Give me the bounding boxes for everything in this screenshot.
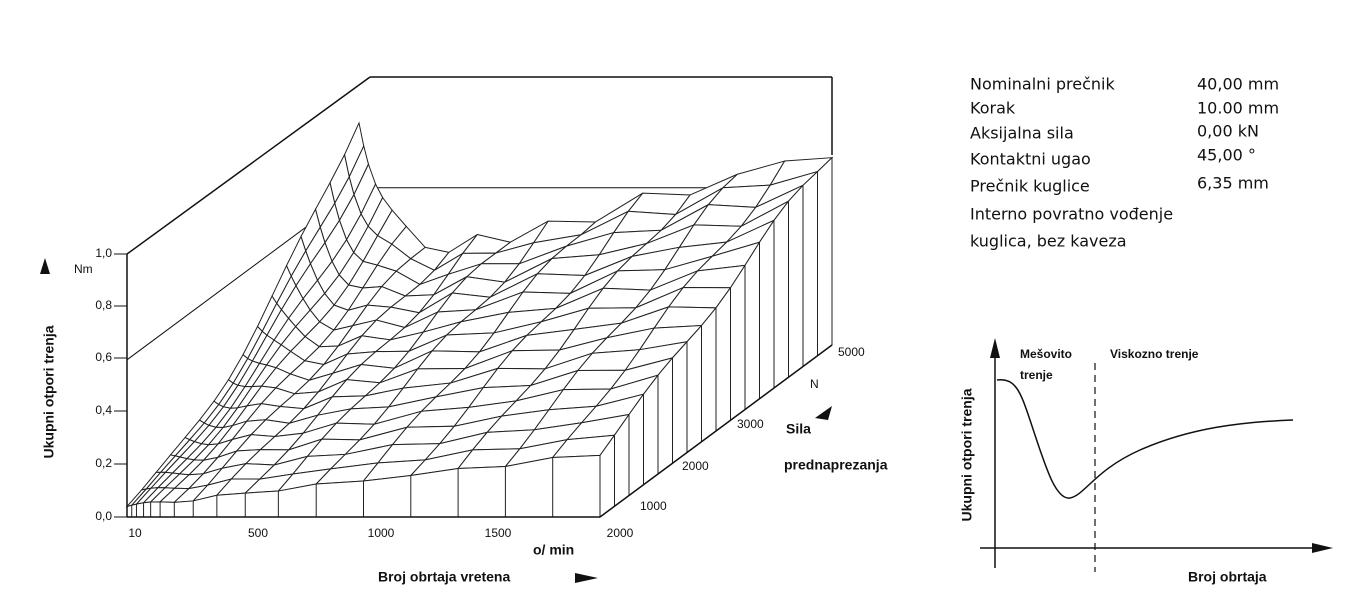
y-tick-label: 0,0 bbox=[95, 509, 112, 523]
param-note: Interno povratno vođenje bbox=[970, 205, 1173, 224]
y-unit: Nm bbox=[74, 262, 93, 276]
param-label: Korak bbox=[970, 99, 1016, 118]
region-label: Viskozno trenje bbox=[1110, 347, 1199, 361]
x-tick-label: 500 bbox=[248, 526, 268, 540]
depth-tick-label: 3000 bbox=[737, 417, 764, 431]
depth-tick-label: 5000 bbox=[838, 345, 865, 359]
box-frame bbox=[126, 76, 833, 518]
x-arrow bbox=[575, 573, 598, 583]
param-label: Kontaktni ugao bbox=[970, 150, 1091, 169]
y-axis-label: Ukupni otpori trenja bbox=[41, 325, 57, 458]
x-tick-label: 1500 bbox=[485, 526, 512, 540]
y-ticks: 0,0 0,2 0,4 0,6 0,8 1,0 bbox=[95, 246, 112, 523]
param-label: Aksijalna sila bbox=[970, 124, 1074, 143]
depth-axis-label: prednaprezanja bbox=[784, 457, 888, 473]
depth-unit: N bbox=[810, 377, 819, 391]
y-tick-label: 0,2 bbox=[95, 456, 112, 470]
region-label: Mešovito bbox=[1020, 347, 1072, 361]
y-tick-label: 0,6 bbox=[95, 350, 112, 364]
depth-ticks: 1000 2000 3000 5000 bbox=[640, 345, 865, 513]
param-value: 10.00 mm bbox=[1197, 99, 1279, 118]
parameters: Nominalni prečnik 40,00 mm Korak 10.00 m… bbox=[970, 75, 1279, 251]
x-axis-label: Broj obrtaja vretena bbox=[378, 569, 510, 585]
param-value: 0,00 kN bbox=[1197, 122, 1259, 141]
x-tick-label: 10 bbox=[128, 526, 142, 540]
region-label: trenje bbox=[1020, 368, 1053, 382]
depth-tick-label: 1000 bbox=[640, 499, 667, 513]
param-label: Nominalni prečnik bbox=[970, 75, 1115, 94]
depth-arrow bbox=[815, 406, 832, 420]
y-arrow bbox=[40, 258, 50, 274]
schematic-x-arrow bbox=[1312, 543, 1333, 553]
y-tick-label: 0,4 bbox=[95, 403, 112, 417]
schematic-y-label: Ukupni otpori trenja bbox=[959, 388, 975, 521]
x-ticks: 10 500 1000 1500 2000 bbox=[128, 526, 633, 540]
schematic-axes bbox=[980, 345, 1322, 572]
param-value: 45,00 ° bbox=[1197, 146, 1256, 165]
param-note: kuglica, bez kaveza bbox=[970, 232, 1127, 251]
surface-mesh bbox=[125, 121, 834, 518]
y-tick-label: 0,8 bbox=[95, 298, 112, 312]
depth-tick-label: 2000 bbox=[682, 459, 709, 473]
y-tick-label: 1,0 bbox=[95, 246, 112, 260]
x-tick-label: 2000 bbox=[607, 526, 634, 540]
x-unit: o/ min bbox=[533, 542, 574, 558]
schematic-x-label: Broj obrtaja bbox=[1188, 569, 1267, 585]
param-value: 6,35 mm bbox=[1197, 174, 1269, 193]
y-tick-marks bbox=[114, 253, 127, 518]
param-label: Prečnik kuglice bbox=[970, 177, 1090, 196]
schematic-y-arrow bbox=[990, 338, 1000, 358]
x-tick-label: 1000 bbox=[368, 526, 395, 540]
depth-axis-label: Sila bbox=[786, 421, 811, 437]
param-value: 40,00 mm bbox=[1197, 75, 1279, 94]
